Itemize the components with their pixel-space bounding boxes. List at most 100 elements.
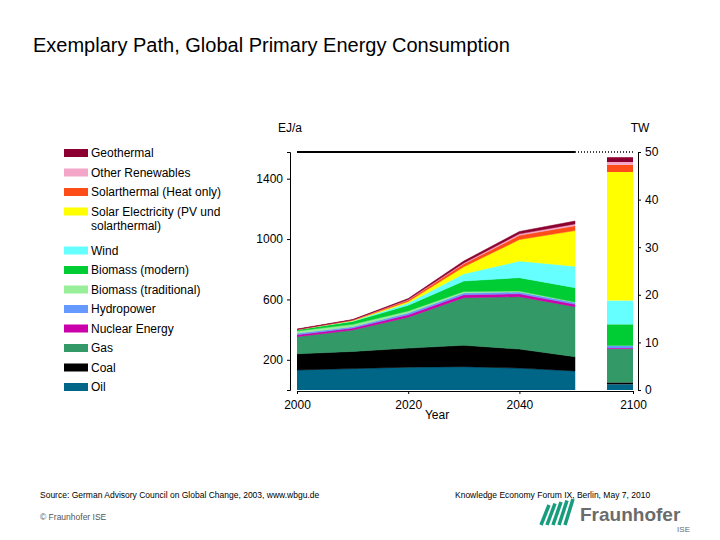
y-axis: 200 600 1000 1400 <box>256 153 290 391</box>
tick: 0 <box>638 383 652 397</box>
legend-label: Hydropower <box>91 302 156 316</box>
tick: 20 <box>638 288 659 302</box>
tick: 2100 <box>620 391 647 412</box>
tick-label: 0 <box>645 383 652 397</box>
tick: 2040 <box>507 391 534 412</box>
column-segment <box>607 301 633 325</box>
legend-swatch <box>64 344 88 352</box>
tick: 1400 <box>256 172 290 186</box>
legend-label-line: Coal <box>91 361 116 375</box>
reference-line-dotted <box>575 151 633 153</box>
legend-item: Biomass (traditional) <box>64 283 200 297</box>
event-note: Knowledge Economy Forum IX, Berlin, May … <box>455 490 650 500</box>
tick-label: 10 <box>645 336 659 350</box>
column-segment <box>607 382 633 384</box>
tick-mark <box>519 391 520 394</box>
tick-mark <box>638 390 641 391</box>
tick-mark <box>287 179 290 180</box>
tick-label: 2100 <box>620 398 647 412</box>
legend-swatch <box>64 188 88 196</box>
column-segment <box>607 346 633 348</box>
tick-label: 200 <box>263 353 283 367</box>
tick-mark <box>287 299 290 300</box>
tick-label: 2040 <box>507 398 534 412</box>
legend-label-line: solarthermal) <box>91 219 161 233</box>
legend-label-line: Geothermal <box>91 146 154 160</box>
y-axis-title: EJ/a <box>278 121 302 135</box>
legend-swatch <box>64 325 88 333</box>
tick-mark <box>287 360 290 361</box>
tick: 1000 <box>256 232 290 246</box>
tick: 40 <box>638 193 659 207</box>
legend-swatch <box>64 286 88 294</box>
y-axis-line <box>287 153 291 391</box>
legend-label-line: Other Renewables <box>91 166 190 180</box>
reference-line <box>297 151 575 153</box>
legend-label-line: Biomass (modern) <box>91 263 189 277</box>
legend-item: Wind <box>64 244 118 258</box>
tick-mark <box>287 239 290 240</box>
legend-label-line: Solarthermal (Heat only) <box>91 185 221 199</box>
column-segment <box>607 324 633 345</box>
logo-subtext: ISE <box>677 525 690 534</box>
legend-label: Other Renewables <box>91 166 190 180</box>
legend-label: Wind <box>91 244 118 258</box>
legend-item: Solar Electricity (PV undsolarthermal) <box>64 205 220 233</box>
column-segment <box>607 384 633 390</box>
column-segment <box>607 172 633 301</box>
legend-item: Geothermal <box>64 146 154 160</box>
legend-swatch <box>64 266 88 274</box>
legend-label-line: Nuclear Energy <box>91 322 174 336</box>
column-segment <box>607 162 633 165</box>
y2-axis-line <box>639 153 642 391</box>
copyright: © Fraunhofer ISE <box>40 512 107 522</box>
area-segment <box>297 261 575 330</box>
legend-label: Geothermal <box>91 146 154 160</box>
tick: 50 <box>638 145 659 159</box>
legend: Geothermal Other Renewables Solarthermal (… <box>64 146 221 394</box>
legend-label: Oil <box>91 380 106 394</box>
legend-item: Biomass (modern) <box>64 263 189 277</box>
tick-label: 1000 <box>256 232 283 246</box>
column-segment <box>607 349 633 382</box>
legend-label-line: Wind <box>91 244 118 258</box>
tick-mark <box>638 152 641 153</box>
legend-swatch <box>64 208 88 216</box>
x-axis-title: Year <box>425 408 449 422</box>
column-segment <box>607 165 633 172</box>
tick-mark <box>408 391 409 394</box>
legend-label: Coal <box>91 361 116 375</box>
legend-item: Oil <box>64 380 106 394</box>
legend-swatch <box>64 383 88 391</box>
legend-item: Solarthermal (Heat only) <box>64 185 221 199</box>
tick-label: 2020 <box>395 398 422 412</box>
legend-label: Solar Electricity (PV undsolarthermal) <box>91 205 220 233</box>
legend-label-line: Gas <box>91 341 113 355</box>
y2-axis: 0 10 20 30 40 50 <box>638 145 659 397</box>
source-note: Source: German Advisory Council on Globa… <box>40 490 320 500</box>
legend-label: Biomass (traditional) <box>91 283 200 297</box>
logo-text: Fraunhofer <box>580 504 681 525</box>
logo-stripe <box>565 499 573 525</box>
legend-item: Hydropower <box>64 302 156 316</box>
column-segment <box>607 157 633 162</box>
legend-swatch <box>64 247 88 255</box>
tick-label: 1400 <box>256 172 283 186</box>
area-segment <box>297 221 575 330</box>
tick: 2020 <box>395 391 422 412</box>
legend-item: Gas <box>64 341 113 355</box>
legend-label: Biomass (modern) <box>91 263 189 277</box>
legend-label-line: Solar Electricity (PV und <box>91 205 220 219</box>
logo: FraunhoferISE <box>541 499 690 534</box>
tick: 2000 <box>284 391 311 412</box>
legend-label: Nuclear Energy <box>91 322 174 336</box>
tick-label: 600 <box>263 293 283 307</box>
legend-swatch <box>64 169 88 177</box>
tick: 10 <box>638 336 659 350</box>
area-segment <box>297 224 575 330</box>
legend-label: Solarthermal (Heat only) <box>91 185 221 199</box>
chart-svg: Exemplary Path, Global Primary Energy Co… <box>0 0 720 540</box>
tick-label: 40 <box>645 193 659 207</box>
tick: 30 <box>638 241 659 255</box>
x-axis-line <box>298 392 634 395</box>
